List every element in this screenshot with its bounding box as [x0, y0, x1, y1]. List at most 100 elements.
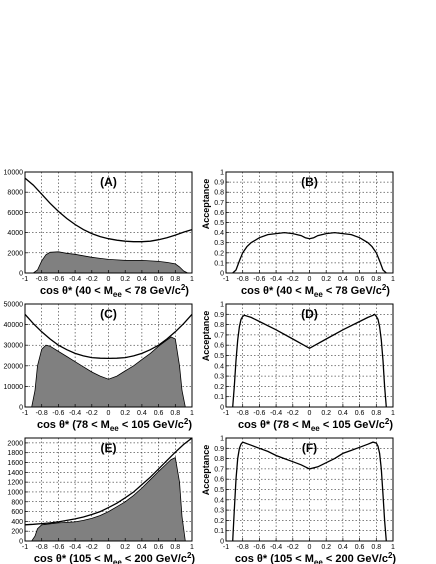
x-tick-label: 0.6	[154, 410, 164, 417]
y-tick-label: 400	[11, 519, 23, 526]
x-tick-label: -0.6	[253, 544, 265, 551]
x-tick-label: -0.4	[270, 410, 282, 417]
panel-e: -1 -0.8 -0.6 -0.4 -0.2 0 0.2 0.4 0.6 0.8 1 0 200 400 6…	[7, 437, 195, 564]
y-tick-label: 1	[220, 436, 224, 443]
x-tick-label: 0.6	[154, 544, 164, 551]
y-tick-label: 1400	[7, 470, 23, 477]
y-tick-label: 0.9	[214, 446, 224, 453]
panel-tag: (D)	[301, 307, 318, 321]
x-axis-title: cos θ* (40 < Mee < 78 GeV/c2)	[241, 283, 390, 299]
x-tick-label: 0	[308, 276, 312, 283]
panel-a: -1 -0.8 -0.6 -0.4 -0.2 0 0.2 0.4 0.6 0.8 1 0 2000 400…	[4, 170, 195, 300]
filled-histogram	[25, 457, 192, 542]
x-tick-label: -0.4	[69, 410, 81, 417]
x-tick-label: -0.2	[86, 276, 98, 283]
y-tick-label: 6000	[7, 210, 23, 217]
x-axis-title: cos θ* (78 < Mee < 105 GeV/c2)	[37, 417, 192, 433]
panel-tag: (E)	[101, 441, 117, 455]
line-series	[24, 437, 193, 526]
y-tick-label: 0.4	[214, 230, 224, 237]
y-tick-label: 0.5	[214, 220, 224, 227]
x-tick-label: 0	[308, 544, 312, 551]
line-series	[232, 231, 387, 274]
y-tick-label: 1	[220, 170, 224, 177]
y-tick-label: 0.8	[214, 456, 224, 463]
panel-d: -1 -0.8 -0.6 -0.4 -0.2 0 0.2 0.4 0.6 0.8 1 0 0.1 0.2 0…	[201, 302, 395, 434]
x-tick-label: -0.4	[270, 276, 282, 283]
y-tick-label: 0.6	[214, 210, 224, 217]
x-tick-label: 0.4	[137, 276, 147, 283]
x-tick-label: -1	[223, 410, 229, 417]
y-tick-label: 0.5	[214, 487, 224, 494]
x-tick-label: 1	[391, 410, 395, 417]
y-tick-label: 0.3	[214, 240, 224, 247]
x-tick-label: -0.4	[270, 544, 282, 551]
panel-b: -1 -0.8 -0.6 -0.4 -0.2 0 0.2 0.4 0.6 0.8 1 0 0.1 0.2 0…	[201, 170, 395, 300]
panel-tag: (F)	[302, 441, 317, 455]
x-tick-label: 0.2	[120, 276, 130, 283]
x-tick-label: -0.6	[253, 276, 265, 283]
x-tick-label: -0.8	[237, 276, 249, 283]
y-tick-label: 0	[19, 271, 23, 278]
x-tick-label: 1	[391, 276, 395, 283]
y-tick-label: 0.9	[214, 312, 224, 319]
panel-f: -1 -0.8 -0.6 -0.4 -0.2 0 0.2 0.4 0.6 0.8 1 0 0.1 0.2 0…	[201, 436, 396, 564]
line-series	[24, 313, 193, 360]
x-tick-label: -1	[223, 276, 229, 283]
x-tick-label: -1	[223, 544, 229, 551]
filled-histogram	[25, 251, 192, 274]
x-tick-label: 0.6	[355, 544, 365, 551]
y-tick-label: 0.1	[214, 260, 224, 267]
y-tick-label: 0.6	[214, 343, 224, 350]
x-tick-label: 0.8	[170, 544, 180, 551]
x-tick-label: -0.2	[287, 410, 299, 417]
x-tick-label: 0.4	[338, 410, 348, 417]
x-tick-label: 0.4	[137, 410, 147, 417]
y-tick-label: 0.2	[214, 518, 224, 525]
y-tick-label: 0.7	[214, 200, 224, 207]
x-tick-label: 1	[190, 276, 194, 283]
y-tick-label: 1800	[7, 450, 23, 457]
x-tick-label: -0.2	[86, 410, 98, 417]
x-tick-label: -0.8	[36, 410, 48, 417]
x-tick-label: 0.8	[170, 276, 180, 283]
y-axis-title: Acceptance	[201, 311, 211, 362]
x-tick-label: -0.2	[287, 544, 299, 551]
line-series	[232, 313, 387, 408]
y-tick-label: 40000	[4, 322, 24, 329]
x-tick-label: 0.8	[371, 544, 381, 551]
y-tick-label: 0.7	[214, 466, 224, 473]
x-tick-label: -0.8	[237, 410, 249, 417]
y-tick-label: 0	[220, 271, 224, 278]
y-tick-label: 0.3	[214, 374, 224, 381]
y-tick-label: 10000	[4, 384, 24, 391]
y-tick-label: 0.3	[214, 508, 224, 515]
x-tick-label: 0.6	[154, 276, 164, 283]
y-tick-label: 4000	[7, 230, 23, 237]
x-tick-label: -0.6	[253, 410, 265, 417]
y-tick-label: 0	[220, 539, 224, 546]
x-tick-label: -0.2	[287, 276, 299, 283]
x-tick-label: -0.8	[36, 544, 48, 551]
filled-histogram	[25, 336, 192, 408]
x-tick-label: 0.4	[338, 544, 348, 551]
y-tick-label: 0.1	[214, 528, 224, 535]
x-tick-label: 0.8	[371, 410, 381, 417]
x-tick-label: 0.2	[120, 544, 130, 551]
y-tick-label: 1200	[7, 480, 23, 487]
y-axis-title: Acceptance	[201, 445, 211, 496]
y-tick-label: 800	[11, 499, 23, 506]
x-tick-label: 0	[107, 410, 111, 417]
y-tick-label: 0.7	[214, 332, 224, 339]
y-tick-label: 600	[11, 509, 23, 516]
y-tick-label: 0.4	[214, 497, 224, 504]
y-tick-label: 0.9	[214, 180, 224, 187]
panel-tag: (B)	[301, 175, 318, 189]
x-tick-label: 0.6	[355, 276, 365, 283]
x-tick-label: 0.4	[137, 544, 147, 551]
x-tick-label: 0	[107, 544, 111, 551]
y-tick-label: 0.5	[214, 353, 224, 360]
y-tick-label: 0	[19, 405, 23, 412]
x-tick-label: -0.6	[52, 544, 64, 551]
